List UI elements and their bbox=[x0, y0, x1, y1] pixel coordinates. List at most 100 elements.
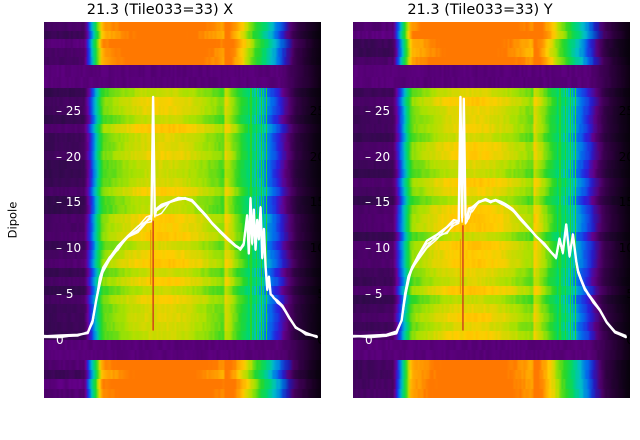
heatmap-stripe bbox=[572, 87, 573, 340]
heatmap-row bbox=[44, 294, 321, 305]
heatmap-row bbox=[353, 350, 630, 361]
heatmap-stripe bbox=[265, 87, 268, 340]
heatmap-row bbox=[44, 87, 321, 98]
heatmap-image-y bbox=[353, 22, 630, 398]
heatmap-row bbox=[353, 258, 630, 269]
heatmap-x: OnYOffPONMLKJIHGFEDCBAOffXOn– 2525– 2020… bbox=[44, 22, 321, 398]
heatmap-row bbox=[44, 276, 321, 287]
heatmap-row bbox=[44, 186, 321, 197]
y-value-tick-mirror: 10 bbox=[618, 241, 630, 256]
y-value-tick: – 25 bbox=[56, 103, 82, 118]
heatmap-row bbox=[44, 240, 321, 251]
heatmap-row bbox=[353, 159, 630, 170]
heatmap-row bbox=[353, 285, 630, 296]
y-value-tick: 0 bbox=[365, 332, 373, 347]
heatmap-row bbox=[44, 56, 321, 66]
heatmap-row bbox=[353, 123, 630, 134]
heatmap-row bbox=[353, 303, 630, 314]
heatmap-row bbox=[44, 379, 321, 390]
heatmap-stripe bbox=[556, 87, 558, 340]
heatmap-row bbox=[44, 258, 321, 269]
heatmap-image-x bbox=[44, 22, 321, 398]
heatmap-stripe bbox=[567, 87, 568, 340]
heatmap-row bbox=[44, 339, 321, 351]
y-value-tick-mirror: 25 bbox=[618, 103, 630, 118]
heatmap-row bbox=[353, 65, 630, 78]
y-value-tick: – 25 bbox=[365, 103, 391, 118]
heatmap-row bbox=[353, 114, 630, 125]
heatmap-row bbox=[353, 177, 630, 188]
y-value-tick: – 10 bbox=[56, 241, 82, 256]
heatmap-row bbox=[353, 321, 630, 332]
panel-y: 21.3 (Tile033=33) Y OnYOffPONMLKJIHGFEDC… bbox=[320, 0, 640, 440]
heatmap-row bbox=[353, 249, 630, 260]
y-value-tick-mirror: 20 bbox=[309, 149, 321, 164]
y-value-tick-mirror: 0 bbox=[626, 333, 630, 347]
heatmap-row bbox=[353, 369, 630, 380]
heatmap-row bbox=[353, 22, 630, 32]
heatmap-row bbox=[44, 267, 321, 278]
y-axis-label: Dipole bbox=[5, 201, 20, 239]
heatmap-row bbox=[44, 123, 321, 134]
y-value-tick: – 20 bbox=[365, 149, 391, 164]
heatmap-row bbox=[353, 76, 630, 89]
heatmap-row bbox=[44, 330, 321, 341]
heatmap-stripe bbox=[247, 87, 249, 340]
heatmap-stripe bbox=[574, 87, 577, 340]
heatmap-row bbox=[44, 177, 321, 188]
heatmap-row bbox=[353, 132, 630, 143]
y-value-tick: – 15 bbox=[56, 195, 82, 210]
heatmap-stripe bbox=[255, 87, 258, 340]
heatmap-row bbox=[353, 294, 630, 305]
heatmap-row bbox=[44, 168, 321, 179]
heatmap-row bbox=[353, 222, 630, 233]
heatmap-row bbox=[353, 360, 630, 371]
overlay-curve-y bbox=[353, 95, 627, 339]
y-value-tick: – 10 bbox=[365, 241, 391, 256]
heatmap-row bbox=[353, 105, 630, 116]
heatmap-row bbox=[44, 249, 321, 260]
heatmap-stripe bbox=[559, 87, 562, 340]
y-value-tick-mirror: 5 bbox=[626, 287, 630, 301]
heatmap-y: OnYOffPONMLKJIHGFEDCBAOffXOn– 2525– 2020… bbox=[353, 22, 630, 398]
heatmap-row bbox=[44, 47, 321, 58]
heatmap-row bbox=[44, 388, 321, 398]
heatmap-row bbox=[44, 285, 321, 296]
heatmap-row bbox=[353, 168, 630, 179]
heatmap-row bbox=[44, 39, 321, 49]
heatmap-row bbox=[353, 231, 630, 242]
heatmap-row bbox=[353, 267, 630, 278]
heatmap-row bbox=[353, 87, 630, 98]
trace-line bbox=[353, 95, 627, 339]
heatmap-row bbox=[44, 350, 321, 361]
y-value-tick: – 5 bbox=[56, 286, 74, 301]
panel-x: 21.3 (Tile033=33) X OnYOffPONMLKJIHGFEDC… bbox=[5, 2, 321, 398]
heatmap-row bbox=[44, 231, 321, 242]
heatmap-stripe bbox=[263, 87, 264, 340]
y-value-tick-mirror: 10 bbox=[309, 241, 321, 256]
heatmap-stripe bbox=[569, 87, 572, 340]
heatmap-row bbox=[353, 186, 630, 197]
heatmap-row bbox=[44, 76, 321, 89]
y-value-tick-mirror: 5 bbox=[317, 287, 321, 301]
heatmap-row bbox=[353, 339, 630, 351]
overlay-curve-x bbox=[44, 95, 318, 339]
heatmap-row bbox=[353, 276, 630, 287]
heatmap-row bbox=[353, 96, 630, 107]
heatmap-row bbox=[353, 204, 630, 215]
heatmap-row bbox=[44, 321, 321, 332]
heatmap-row bbox=[353, 240, 630, 251]
trace-line bbox=[353, 96, 627, 339]
y-value-tick: – 20 bbox=[56, 149, 82, 164]
heatmap-row bbox=[44, 360, 321, 371]
heatmap-row bbox=[44, 141, 321, 152]
heatmap-row bbox=[44, 22, 321, 32]
heatmap-row bbox=[44, 222, 321, 233]
heatmap-row bbox=[44, 369, 321, 380]
heatmap-row bbox=[44, 312, 321, 323]
y-value-tick-mirror: 0 bbox=[317, 333, 321, 347]
heatmap-row bbox=[353, 213, 630, 224]
heatmap-row bbox=[353, 388, 630, 398]
heatmap-row bbox=[44, 105, 321, 116]
